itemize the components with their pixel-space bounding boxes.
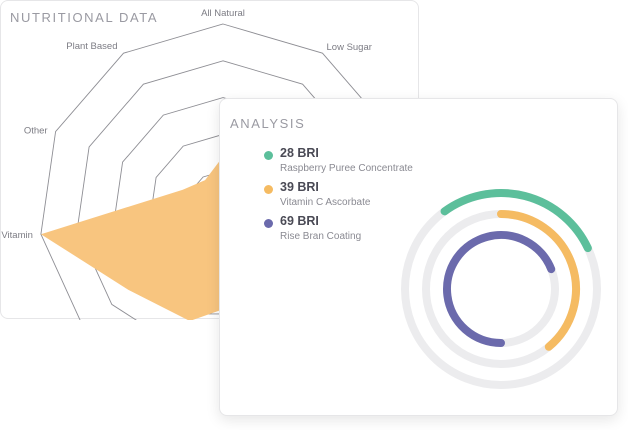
radar-axis-label: All Natural [201, 8, 245, 19]
legend-dot-green [264, 151, 273, 160]
legend-value: 28 BRI [280, 146, 319, 160]
analysis-card: ANALYSIS 28 BRI Raspberry Puree Concentr… [219, 98, 618, 416]
legend-dot-purple [264, 219, 273, 228]
radar-axis-label: High Vitamin [1, 230, 33, 241]
radial-progress-chart [401, 189, 601, 389]
radar-axis-label: Plant Based [66, 41, 117, 52]
progress-arc [497, 210, 580, 351]
progress-arc [440, 189, 592, 253]
legend-name: Rise Bran Coating [280, 231, 362, 242]
legend-name: Vitamin C Ascorbate [280, 197, 371, 208]
progress-arc [443, 231, 556, 347]
analysis-title: ANALYSIS [230, 116, 306, 131]
legend-name: Raspberry Puree Concentrate [280, 163, 413, 174]
radar-axis-label: Low Sugar [327, 42, 372, 53]
radar-axis-label: Other [24, 126, 48, 137]
legend-dot-orange [264, 185, 273, 194]
legend-value: 69 BRI [280, 214, 319, 228]
legend-value: 39 BRI [280, 180, 319, 194]
nutritional-data-title: NUTRITIONAL DATA [10, 10, 159, 25]
